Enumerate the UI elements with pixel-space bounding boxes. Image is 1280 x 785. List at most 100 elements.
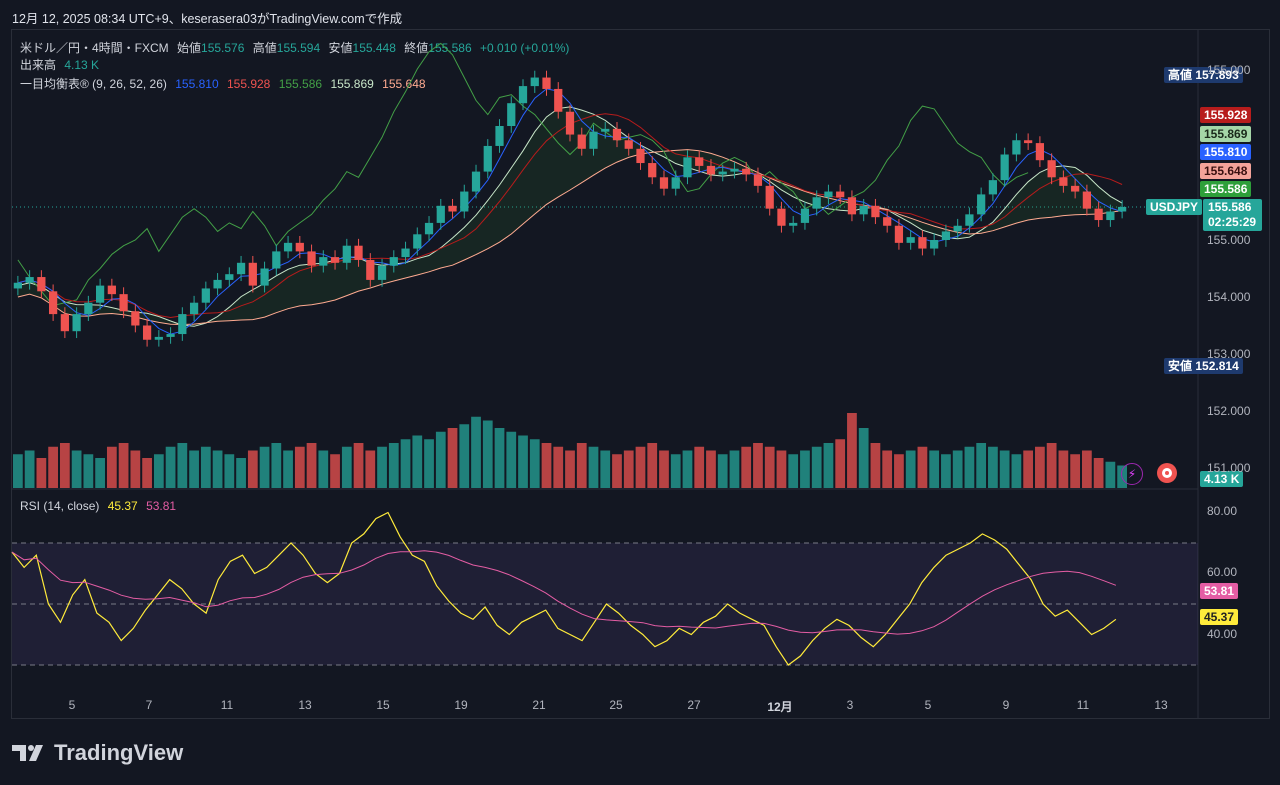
time-label: 7 <box>145 698 153 712</box>
volume-bar <box>236 458 246 488</box>
candle-body <box>671 177 680 189</box>
volume-bar <box>870 443 881 488</box>
volume-bar <box>106 446 117 488</box>
volume-bar <box>647 443 658 488</box>
time-label: 27 <box>687 698 701 712</box>
bar-countdown: 02:25:29 <box>1208 215 1257 229</box>
volume-bar <box>706 450 716 488</box>
volume-legend: 出来高 4.13 K <box>20 56 104 73</box>
volume-bar <box>1070 454 1081 488</box>
candle-body <box>295 242 304 252</box>
volume-bar <box>83 454 94 488</box>
candle-body <box>941 231 951 240</box>
candle-body <box>260 268 269 286</box>
volume-bar <box>471 416 481 488</box>
record-icon[interactable] <box>1157 463 1177 483</box>
volume-bar <box>1035 446 1045 488</box>
time-label: 5 <box>68 698 76 712</box>
tradingview-logo-icon <box>12 743 48 763</box>
volume-bar <box>858 428 869 488</box>
volume-bar <box>811 446 822 488</box>
time-label: 11 <box>220 698 234 712</box>
time-label: 21 <box>532 698 546 712</box>
high-tag: 高値 157.893 <box>1164 67 1243 83</box>
candle-body <box>25 277 34 283</box>
candle-body <box>683 157 692 178</box>
rsi-line <box>11 511 1117 666</box>
volume-bar <box>424 439 434 488</box>
volume-bar <box>130 450 141 488</box>
ichimoku-chikou: 155.586 <box>278 77 323 91</box>
candle-body <box>601 128 610 132</box>
candle-body <box>965 214 974 226</box>
volume-bar <box>753 443 763 488</box>
candle-body <box>154 336 163 340</box>
candle-body <box>366 259 375 280</box>
candle-body <box>800 208 810 223</box>
lightning-icon[interactable]: ⚡ <box>1121 463 1143 485</box>
open-value: 155.576 <box>201 41 245 55</box>
candle-body <box>636 148 645 164</box>
volume-bar <box>941 454 951 488</box>
candle-body <box>495 126 504 146</box>
volume-bar <box>36 458 47 488</box>
volume-bar <box>412 435 423 488</box>
candle-body <box>753 174 763 186</box>
candle-body <box>824 191 833 198</box>
kijun-tag: 155.928 <box>1200 107 1252 123</box>
candle-body <box>342 245 351 263</box>
candle-body <box>95 285 105 303</box>
volume-bar <box>952 450 963 488</box>
candle-body <box>1047 160 1056 178</box>
candle-body <box>918 237 927 249</box>
volume-bar <box>224 454 235 488</box>
candle-body <box>1094 208 1103 221</box>
volume-bar <box>635 446 646 488</box>
volume-tag: 4.13 K <box>1200 471 1244 487</box>
candle-body <box>1106 211 1115 221</box>
candle-body <box>847 197 857 215</box>
symbol-legend: 米ドル／円・4時間・FXCM 始値155.576 高値155.594 安値155… <box>20 39 574 56</box>
ichimoku-tenkan: 155.810 <box>175 77 219 91</box>
rsi-value: 45.37 <box>107 499 138 513</box>
candle-body <box>236 262 246 275</box>
candle-body <box>530 77 539 87</box>
volume-bar <box>835 439 846 488</box>
candle-body <box>777 208 786 226</box>
candle-body <box>730 168 739 172</box>
tradingview-brand[interactable]: TradingView <box>12 740 183 766</box>
volume-bar <box>588 446 599 488</box>
volume-bar <box>388 443 399 488</box>
rsi-ma-tag: 53.81 <box>1200 583 1239 599</box>
volume-bar <box>330 454 340 488</box>
volume-bar <box>247 450 258 488</box>
low-label: 安値 <box>328 41 353 55</box>
volume-bar <box>153 454 164 488</box>
change-value: +0.010 (+0.01%) <box>480 41 570 55</box>
price-tick: 152.000 <box>1207 404 1251 418</box>
span-b-tag: 155.648 <box>1200 163 1252 179</box>
open-label: 始値 <box>177 41 202 55</box>
candle-body <box>307 251 316 266</box>
candle-body <box>1071 185 1080 192</box>
volume-bar <box>118 443 129 488</box>
ichimoku-span-b: 155.648 <box>382 77 426 91</box>
volume-bar <box>1093 458 1104 488</box>
last-price-value: 155.586 <box>1208 200 1252 214</box>
candle-body <box>389 257 398 266</box>
candle-body <box>436 205 445 223</box>
volume-bar <box>929 450 940 488</box>
volume-bar <box>271 443 282 488</box>
rsi-legend: RSI (14, close) 45.37 53.81 <box>20 499 181 513</box>
time-label: 11 <box>1076 698 1090 712</box>
chart-frame[interactable] <box>11 29 1270 719</box>
volume-bar <box>788 454 799 488</box>
volume-bar <box>823 443 834 488</box>
candle-body <box>577 134 586 149</box>
candle-body <box>988 180 998 195</box>
volume-bar <box>964 446 975 488</box>
rsi-tick: 40.00 <box>1207 627 1238 641</box>
tradingview-name: TradingView <box>54 740 184 765</box>
volume-bar <box>541 443 552 488</box>
